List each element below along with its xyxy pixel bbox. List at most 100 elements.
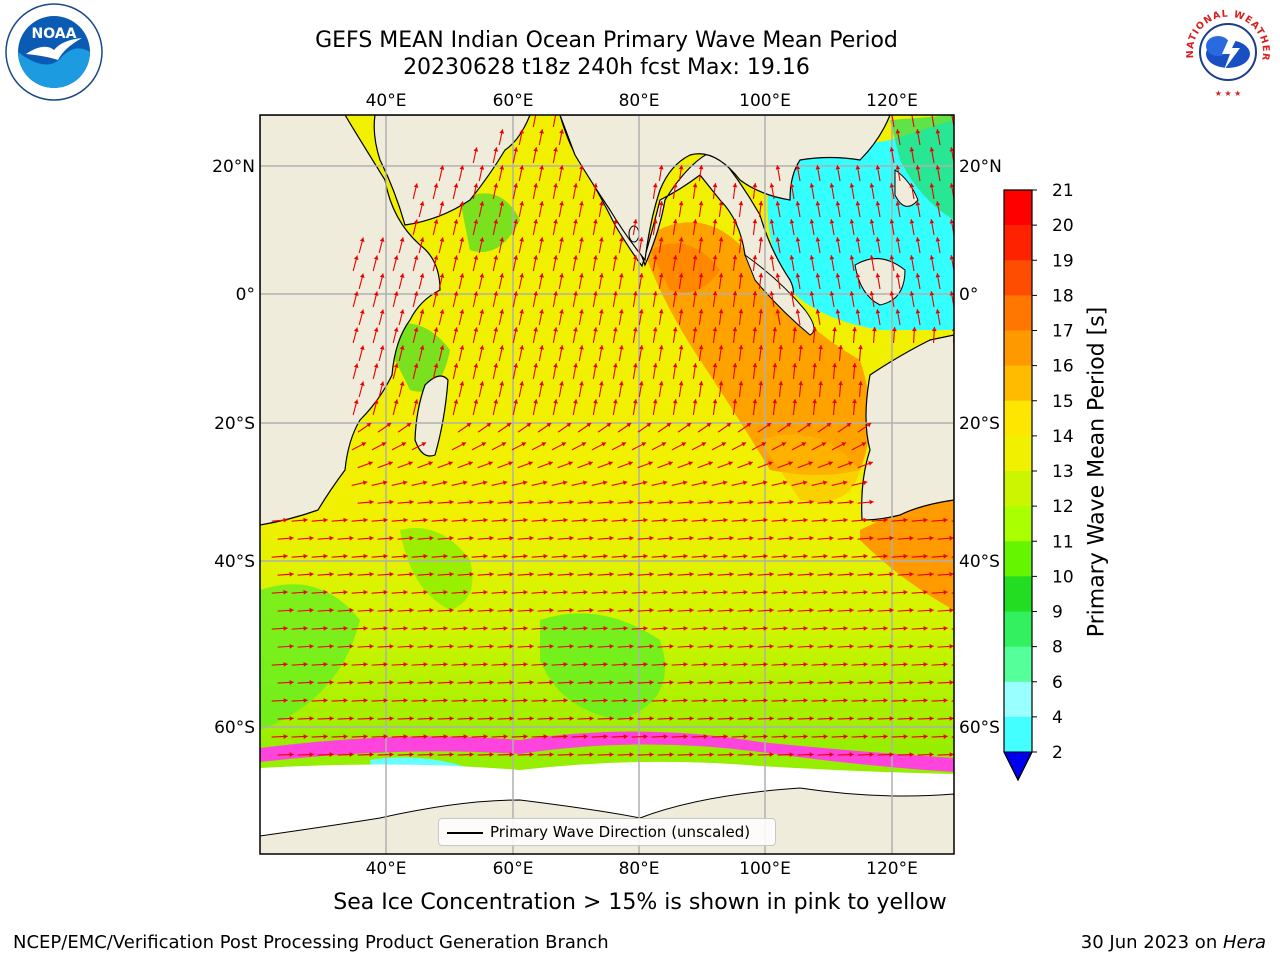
wave-arrow bbox=[351, 517, 368, 523]
wave-arrow bbox=[457, 422, 472, 433]
wave-arrow bbox=[877, 571, 894, 577]
wave-arrow bbox=[731, 734, 748, 739]
wave-arrow bbox=[889, 255, 895, 272]
wave-arrow bbox=[397, 607, 414, 613]
wave-arrow bbox=[871, 553, 888, 559]
wave-arrow bbox=[492, 219, 499, 236]
wave-arrow bbox=[331, 734, 348, 739]
wave-arrow bbox=[538, 237, 544, 254]
wave-arrow bbox=[612, 291, 618, 308]
wave-arrow bbox=[855, 237, 861, 254]
wave-arrow bbox=[458, 309, 465, 326]
wave-arrow bbox=[731, 480, 748, 486]
wave-arrow bbox=[757, 643, 774, 649]
wave-arrow bbox=[851, 698, 868, 703]
wave-arrow bbox=[718, 237, 724, 254]
wave-arrow bbox=[551, 698, 568, 703]
wave-arrow bbox=[497, 461, 513, 469]
wave-arrow bbox=[472, 291, 479, 308]
wave-arrow bbox=[437, 607, 454, 613]
wave-arrow bbox=[411, 517, 428, 523]
wave-arrow bbox=[915, 309, 921, 326]
lon-tick-bottom-4: 100°E bbox=[739, 859, 791, 879]
wave-arrow bbox=[837, 716, 854, 721]
wave-arrow bbox=[637, 752, 654, 757]
wave-arrow bbox=[815, 201, 821, 218]
wave-arrow bbox=[571, 442, 587, 451]
wave-arrow bbox=[611, 480, 628, 486]
wave-arrow bbox=[837, 680, 854, 685]
wave-arrow bbox=[518, 345, 525, 362]
wave-arrow bbox=[777, 571, 794, 577]
wave-arrow bbox=[578, 345, 584, 362]
wave-arrow bbox=[512, 363, 519, 380]
wave-arrow bbox=[895, 309, 901, 326]
wave-arrow bbox=[451, 517, 468, 523]
map-frame bbox=[259, 114, 955, 855]
wave-arrow bbox=[731, 589, 748, 595]
wave-arrow bbox=[657, 752, 674, 757]
wave-arrow bbox=[937, 571, 954, 577]
wave-arrow bbox=[698, 273, 704, 290]
wave-arrow bbox=[657, 643, 674, 649]
wave-arrow bbox=[378, 237, 385, 254]
wave-arrow bbox=[797, 752, 814, 757]
wave-arrow bbox=[958, 536, 974, 541]
wave-arrow bbox=[651, 662, 668, 667]
wave-arrow bbox=[809, 255, 815, 272]
wave-arrow bbox=[929, 183, 935, 200]
lat-tick-left-2: 0° bbox=[236, 285, 255, 305]
wave-arrow bbox=[311, 589, 328, 595]
wave-arrow bbox=[518, 273, 525, 290]
wave-arrow bbox=[958, 572, 974, 577]
wave-arrow bbox=[832, 399, 837, 416]
wave-arrow bbox=[531, 480, 548, 486]
wave-arrow bbox=[417, 461, 433, 469]
wave-arrow bbox=[517, 607, 534, 613]
wave-arrow bbox=[632, 255, 638, 272]
wave-arrow bbox=[869, 255, 875, 272]
wave-arrow bbox=[617, 499, 634, 505]
wave-arrow bbox=[472, 183, 479, 200]
wave-arrow bbox=[458, 273, 465, 290]
wave-arrow bbox=[757, 716, 774, 721]
colorbar-segment bbox=[1004, 506, 1032, 542]
colorbar-segment bbox=[1004, 225, 1032, 261]
wave-arrow bbox=[631, 480, 648, 486]
wave-arrow bbox=[958, 608, 974, 613]
wave-arrow bbox=[352, 363, 359, 380]
footer-date-text: 30 Jun 2023 on bbox=[1080, 932, 1223, 953]
wave-arrow bbox=[717, 680, 734, 685]
wave-arrow bbox=[617, 716, 634, 721]
wave-arrow bbox=[317, 607, 334, 613]
wave-arrow bbox=[712, 219, 718, 236]
wave-arrow bbox=[837, 422, 852, 433]
wave-arrow bbox=[871, 662, 888, 667]
wave-arrow bbox=[512, 399, 519, 416]
wave-arrow bbox=[757, 571, 774, 577]
wave-arrow bbox=[397, 680, 414, 685]
wave-arrow bbox=[531, 734, 548, 739]
wave-arrow bbox=[498, 273, 505, 290]
wave-arrow bbox=[678, 309, 684, 326]
wave-arrow bbox=[551, 625, 568, 631]
wave-arrow bbox=[372, 327, 379, 344]
wave-arrow bbox=[418, 309, 425, 326]
wave-arrow bbox=[877, 643, 894, 649]
wave-arrow bbox=[452, 255, 459, 272]
wave-arrow bbox=[897, 643, 914, 649]
wave-arrow bbox=[518, 165, 525, 182]
wave-arrow bbox=[471, 589, 488, 595]
wave-arrow bbox=[358, 273, 365, 290]
wave-arrow bbox=[638, 381, 644, 398]
wave-arrow bbox=[677, 535, 694, 541]
wave-arrow bbox=[392, 255, 399, 272]
wave-arrow bbox=[592, 399, 598, 416]
wave-arrow bbox=[791, 734, 808, 739]
wave-arrow bbox=[317, 716, 334, 721]
wave-arrow bbox=[872, 327, 877, 344]
wave-arrow bbox=[492, 147, 499, 164]
wave-arrow bbox=[677, 571, 694, 577]
wave-arrow bbox=[371, 553, 388, 559]
wave-arrow bbox=[797, 422, 812, 433]
